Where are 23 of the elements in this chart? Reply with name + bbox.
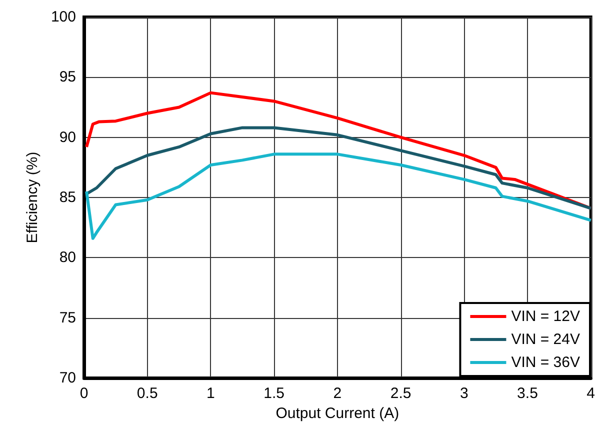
x-tick-label: 1.5 xyxy=(264,385,284,402)
legend-label: VIN = 24V xyxy=(511,331,580,348)
y-tick-label: 80 xyxy=(59,249,76,266)
x-tick-label: 2 xyxy=(333,385,342,402)
y-tick-label: 75 xyxy=(59,309,76,326)
x-tick-label: 1 xyxy=(206,385,215,402)
legend-label: VIN = 12V xyxy=(511,308,580,325)
y-tick-label: 85 xyxy=(59,189,76,206)
y-tick-label: 90 xyxy=(59,128,76,146)
x-tick-label: 3 xyxy=(460,385,468,402)
line-series xyxy=(85,126,592,210)
y-tick-label: 100 xyxy=(50,8,76,26)
x-tick-label: 4 xyxy=(586,385,595,402)
line-series xyxy=(85,152,592,240)
y-tick-label: 95 xyxy=(59,68,76,86)
x-tick-label: 0 xyxy=(80,385,88,402)
legend-label: VIN = 36V xyxy=(511,354,580,371)
x-tick-label: 0.5 xyxy=(136,385,158,402)
x-axis-title: Output Current (A) xyxy=(276,404,400,422)
y-axis-title: Efficiency (%) xyxy=(24,152,41,244)
x-tick-label: 3.5 xyxy=(517,385,538,402)
x-tick-label: 2.5 xyxy=(390,385,412,402)
y-tick-label: 70 xyxy=(59,370,76,386)
